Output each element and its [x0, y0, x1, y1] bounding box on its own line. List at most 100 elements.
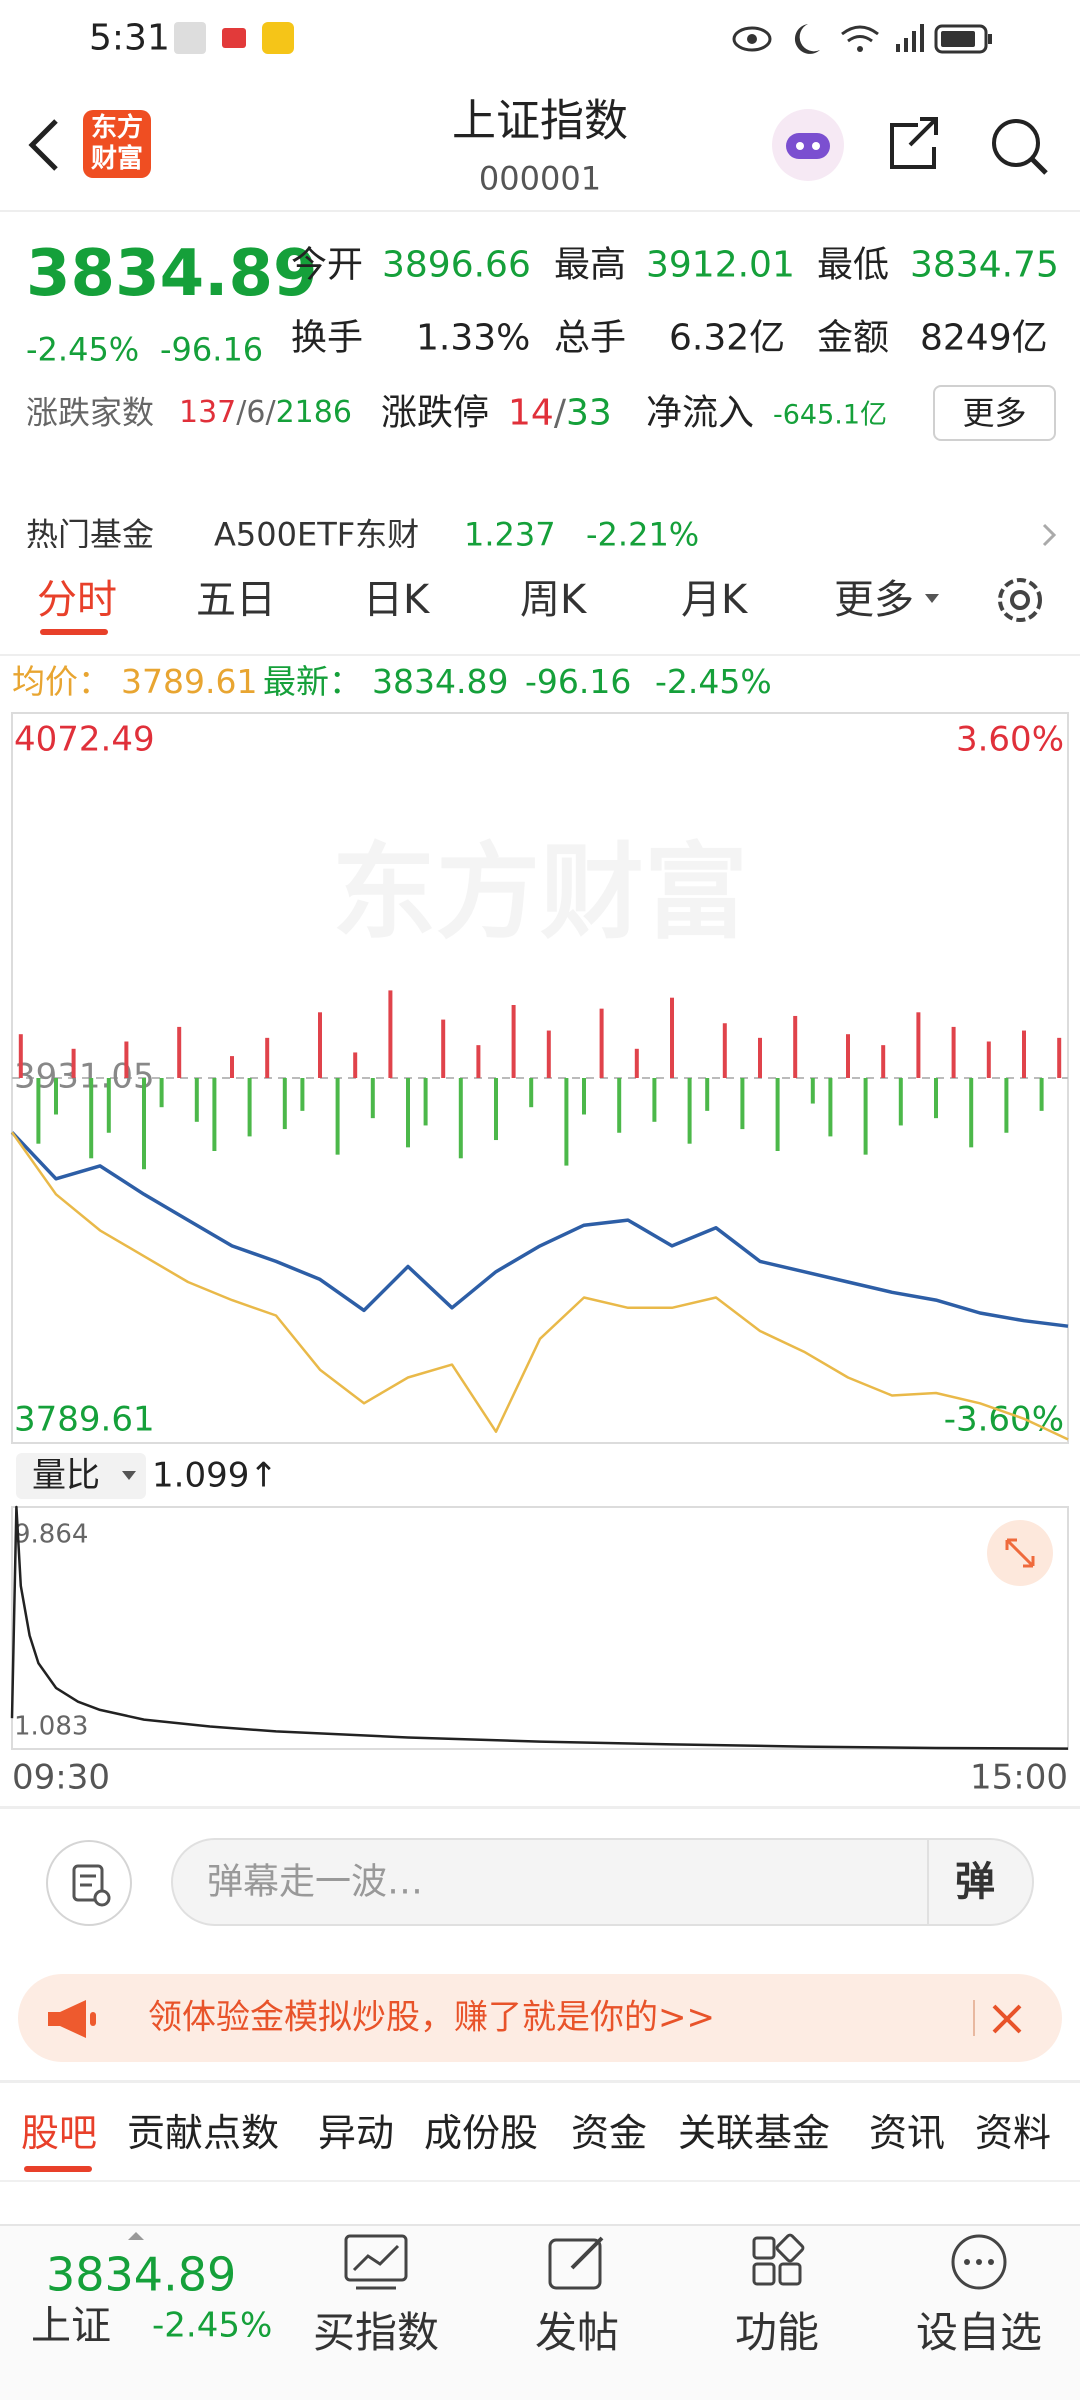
comment-list-button[interactable]: [44, 1838, 134, 1928]
down-count: 2186: [275, 394, 352, 430]
netflow-value: -645.1亿: [773, 399, 888, 431]
volume-bar: [617, 1078, 622, 1133]
more-button[interactable]: 更多: [933, 385, 1056, 441]
settings-button[interactable]: [990, 570, 1050, 630]
app-logo: 东方财富: [83, 110, 151, 178]
volume-bar: [881, 1045, 886, 1078]
section-tab[interactable]: 贡献点数: [127, 2111, 280, 2156]
volume-bar: [546, 1030, 551, 1078]
chart-tab[interactable]: 日K: [363, 577, 430, 623]
promo-banner[interactable]: [18, 1974, 1062, 2062]
change-pct: -2.45%: [26, 330, 140, 369]
indicator-label: 量比: [32, 1455, 100, 1496]
stat-value: 3896.66: [382, 244, 531, 286]
volume-bar: [1022, 1030, 1026, 1078]
section-tab[interactable]: 资讯: [869, 2111, 946, 2156]
section-tab[interactable]: 关联基金: [678, 2111, 831, 2156]
netflow-label: 净流入: [646, 392, 755, 434]
nav-item[interactable]: 功能: [734, 2307, 820, 2357]
hot-fund-row: 热门基金 A500ETF东财 1.237 -2.21%: [0, 455, 1080, 548]
search-button[interactable]: [992, 119, 1040, 167]
stock-code: 000001: [478, 159, 602, 198]
chart-tab[interactable]: 五日: [196, 577, 276, 623]
nav-item[interactable]: 买指数: [312, 2307, 440, 2357]
limit-label: 涨跌停: [381, 392, 490, 434]
back-button[interactable]: [20, 115, 70, 175]
separator: /: [265, 394, 276, 430]
stat-value: 8249亿: [920, 317, 1048, 359]
volume-bar: [106, 1078, 111, 1133]
danmaku-button[interactable]: 弹: [955, 1859, 995, 1905]
volume-bar: [986, 1041, 991, 1078]
avg-label: 均价：: [12, 662, 111, 702]
header-actions: [772, 109, 1048, 181]
volume-bar: [934, 1078, 938, 1119]
volume-bar: [687, 1078, 692, 1144]
stat-value: 3912.01: [646, 244, 795, 286]
status-icons-right: [732, 24, 992, 54]
volume-bar: [194, 1078, 199, 1122]
chart-tab[interactable]: 周K: [520, 577, 587, 623]
series-line: [10, 1505, 1069, 1750]
volume-bar: [705, 1078, 710, 1111]
last-price: 3834.89: [26, 237, 318, 312]
volume-bar: [652, 1078, 657, 1122]
volume-bar: [916, 1012, 921, 1078]
volume-bar: [318, 1012, 322, 1078]
volume-bar: [159, 1078, 164, 1108]
volume-bar: [177, 1026, 182, 1078]
banner-text: 领体验金模拟炒股，赚了就是你的>>: [148, 1997, 715, 2038]
volume-bar: [353, 1052, 358, 1078]
divider: [0, 1806, 1080, 1809]
chart-tab[interactable]: 分时: [37, 577, 117, 623]
stat-label: 今开: [291, 244, 364, 286]
volume-bar: [370, 1078, 375, 1119]
tab-indicator: [40, 629, 108, 635]
section-tab[interactable]: 股吧: [21, 2111, 98, 2156]
hot-fund-price: 1.237: [464, 515, 556, 548]
separator: /: [553, 392, 566, 434]
volume-bar: [89, 1078, 94, 1159]
volume-bar: [529, 1078, 534, 1108]
volume-bar: [1039, 1078, 1044, 1111]
dropdown-icon: [122, 1471, 136, 1480]
indicator-select[interactable]: [16, 1453, 146, 1499]
volume-bar: [335, 1078, 340, 1155]
nav-icons: [344, 2233, 1007, 2290]
chart-tab[interactable]: 更多: [834, 577, 914, 623]
volume-bar: [599, 1008, 604, 1078]
stat-label: 最高: [554, 244, 627, 286]
tab-indicator: [24, 2166, 92, 2172]
expand-button[interactable]: [985, 1518, 1055, 1588]
volume-bar: [775, 1078, 780, 1151]
flat-count: 6: [246, 394, 266, 430]
section-tab[interactable]: 资料: [975, 2111, 1052, 2156]
volume-bar: [810, 1078, 815, 1104]
volume-bar: [564, 1078, 569, 1166]
volume-bar: [282, 1078, 287, 1130]
stat-label: 最低: [817, 244, 890, 286]
volume-bar: [670, 997, 674, 1078]
series-line: [10, 1131, 1069, 1328]
section-tab[interactable]: 资金: [571, 2111, 648, 2156]
volume-bar: [828, 1078, 833, 1137]
dropdown-icon: [925, 594, 939, 603]
x-tick-label: 09:30: [12, 1758, 110, 1798]
volume-bar: [458, 1078, 463, 1159]
section-tab[interactable]: 成份股: [424, 2111, 539, 2156]
section-tab[interactable]: 异动: [318, 2111, 395, 2156]
limit-up: 14: [508, 392, 554, 434]
chart-tab[interactable]: 月K: [681, 577, 748, 623]
comment-input[interactable]: [171, 1838, 1034, 1926]
nav-item[interactable]: 设自选: [915, 2307, 1043, 2357]
stat-value: 1.33%: [416, 317, 531, 359]
volume-bar: [863, 1078, 868, 1155]
volume-bar: [18, 1034, 23, 1078]
share-button[interactable]: [890, 117, 938, 169]
volume-bar: [1004, 1078, 1009, 1133]
divider: [927, 1840, 929, 1924]
nav-item[interactable]: 发帖: [534, 2307, 620, 2357]
volume-bar: [898, 1078, 903, 1126]
close-button[interactable]: [990, 2002, 1024, 2036]
divider: [0, 2080, 1080, 2083]
